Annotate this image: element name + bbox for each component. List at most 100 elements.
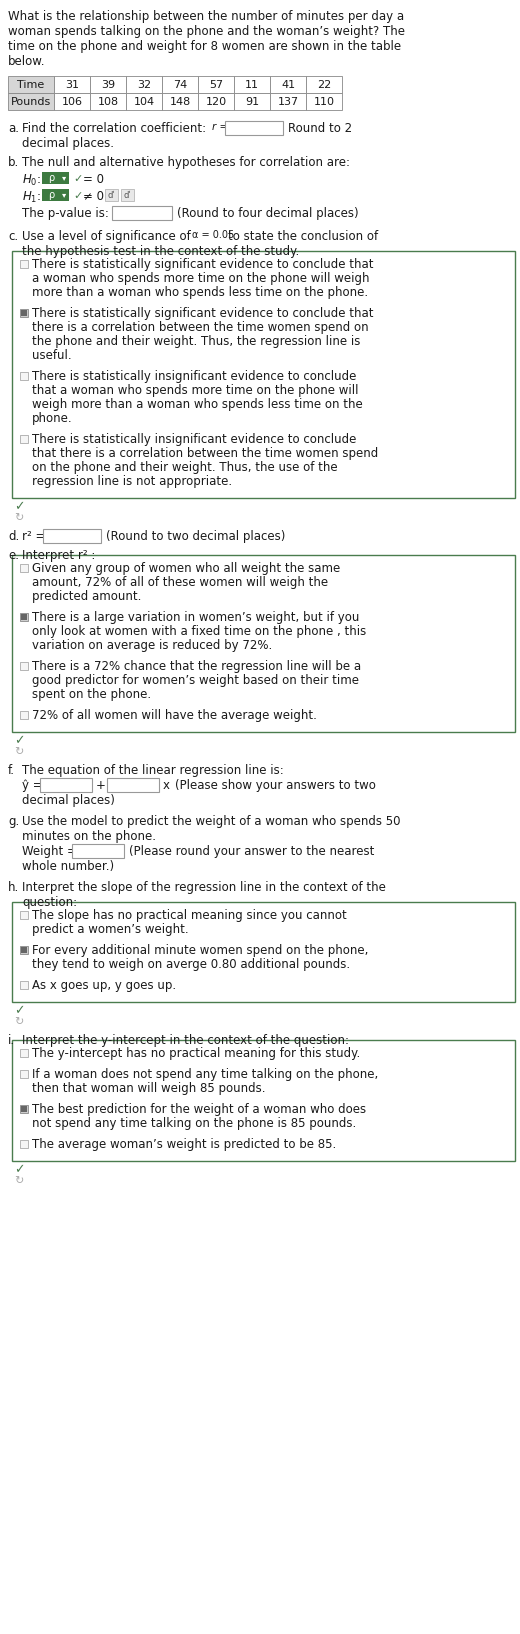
Text: 74: 74	[173, 80, 187, 90]
FancyBboxPatch shape	[270, 93, 306, 109]
Text: 108: 108	[97, 96, 119, 106]
FancyBboxPatch shape	[12, 902, 515, 1002]
Text: Interpret r² :: Interpret r² :	[22, 549, 95, 562]
Text: ✓: ✓	[73, 173, 82, 185]
FancyBboxPatch shape	[20, 662, 28, 670]
FancyBboxPatch shape	[20, 1070, 28, 1078]
Text: minutes on the phone.: minutes on the phone.	[22, 830, 156, 843]
Text: there is a correlation between the time women spend on: there is a correlation between the time …	[32, 320, 369, 333]
FancyBboxPatch shape	[12, 252, 515, 498]
Text: the hypothesis test in the context of the study.: the hypothesis test in the context of th…	[22, 245, 299, 258]
Text: dʹ: dʹ	[108, 191, 115, 199]
Text: 39: 39	[101, 80, 115, 90]
Text: r² =: r² =	[22, 529, 45, 542]
Text: Time: Time	[17, 80, 45, 90]
Text: below.: below.	[8, 56, 46, 69]
Text: The average woman’s weight is predicted to be 85.: The average woman’s weight is predicted …	[32, 1137, 336, 1150]
Text: Interpret the slope of the regression line in the context of the: Interpret the slope of the regression li…	[22, 881, 386, 894]
Text: 91: 91	[245, 96, 259, 106]
FancyBboxPatch shape	[234, 77, 270, 93]
Text: $H_0$:: $H_0$:	[22, 173, 41, 188]
Text: weigh more than a woman who spends less time on the: weigh more than a woman who spends less …	[32, 399, 363, 412]
Text: ▾: ▾	[62, 173, 66, 183]
Text: ✓: ✓	[14, 500, 24, 513]
Text: r =: r =	[212, 123, 228, 132]
FancyBboxPatch shape	[20, 711, 28, 719]
Text: they tend to weigh on averge 0.80 additional pounds.: they tend to weigh on averge 0.80 additi…	[32, 958, 350, 971]
Text: The null and alternative hypotheses for correlation are:: The null and alternative hypotheses for …	[22, 155, 350, 168]
FancyBboxPatch shape	[20, 1141, 28, 1149]
Text: (Round to four decimal places): (Round to four decimal places)	[177, 208, 359, 221]
Text: ✓: ✓	[14, 1163, 24, 1176]
FancyBboxPatch shape	[42, 190, 60, 201]
Text: amount, 72% of all of these women will weigh the: amount, 72% of all of these women will w…	[32, 577, 328, 588]
Text: spent on the phone.: spent on the phone.	[32, 688, 151, 701]
Text: only look at women with a fixed time on the phone , this: only look at women with a fixed time on …	[32, 624, 366, 637]
FancyBboxPatch shape	[60, 190, 69, 201]
FancyBboxPatch shape	[270, 77, 306, 93]
Text: useful.: useful.	[32, 350, 72, 363]
Text: (Please show your answers to two: (Please show your answers to two	[175, 779, 376, 792]
Text: c.: c.	[8, 230, 18, 243]
Text: 22: 22	[317, 80, 331, 90]
Text: (Round to two decimal places): (Round to two decimal places)	[106, 529, 285, 542]
Text: the phone and their weight. Thus, the regression line is: the phone and their weight. Thus, the re…	[32, 335, 360, 348]
Text: time on the phone and weight for 8 women are shown in the table: time on the phone and weight for 8 women…	[8, 39, 401, 52]
Text: that there is a correlation between the time women spend: that there is a correlation between the …	[32, 448, 378, 461]
Text: Weight =: Weight =	[22, 845, 77, 858]
Text: f.: f.	[8, 765, 15, 778]
Text: Use a level of significance of: Use a level of significance of	[22, 230, 191, 243]
FancyBboxPatch shape	[306, 77, 342, 93]
Text: 104: 104	[134, 96, 154, 106]
FancyBboxPatch shape	[20, 980, 28, 989]
FancyBboxPatch shape	[90, 93, 126, 109]
Text: = 0: = 0	[83, 173, 104, 186]
Text: more than a woman who spends less time on the phone.: more than a woman who spends less time o…	[32, 286, 368, 299]
Text: predicted amount.: predicted amount.	[32, 590, 141, 603]
Text: 148: 148	[170, 96, 191, 106]
Text: ▾: ▾	[62, 191, 66, 199]
Text: Round to 2: Round to 2	[288, 123, 352, 136]
Text: 120: 120	[205, 96, 227, 106]
Text: ŷ =: ŷ =	[22, 779, 43, 792]
FancyBboxPatch shape	[60, 172, 69, 185]
FancyBboxPatch shape	[12, 556, 515, 732]
FancyBboxPatch shape	[306, 93, 342, 109]
Text: a.: a.	[8, 123, 19, 136]
Text: The best prediction for the weight of a woman who does: The best prediction for the weight of a …	[32, 1103, 366, 1116]
FancyBboxPatch shape	[20, 309, 28, 317]
Text: h.: h.	[8, 881, 19, 894]
FancyBboxPatch shape	[20, 1105, 28, 1113]
FancyBboxPatch shape	[20, 564, 28, 572]
Text: There is a 72% chance that the regression line will be a: There is a 72% chance that the regressio…	[32, 660, 361, 673]
Text: 72% of all women will have the average weight.: 72% of all women will have the average w…	[32, 709, 317, 722]
FancyBboxPatch shape	[20, 1049, 28, 1057]
Text: 32: 32	[137, 80, 151, 90]
FancyBboxPatch shape	[198, 77, 234, 93]
FancyBboxPatch shape	[234, 93, 270, 109]
Text: that a woman who spends more time on the phone will: that a woman who spends more time on the…	[32, 384, 358, 397]
Text: There is statistically significant evidence to conclude that: There is statistically significant evide…	[32, 258, 373, 271]
Text: ρ: ρ	[48, 173, 54, 183]
Text: The equation of the linear regression line is:: The equation of the linear regression li…	[22, 765, 284, 778]
Text: +: +	[96, 779, 106, 792]
FancyBboxPatch shape	[121, 190, 134, 201]
Text: ρ: ρ	[48, 190, 54, 199]
FancyBboxPatch shape	[20, 373, 28, 381]
Text: There is statistically insignificant evidence to conclude: There is statistically insignificant evi…	[32, 369, 356, 382]
Text: For every additional minute women spend on the phone,: For every additional minute women spend …	[32, 944, 368, 958]
Text: Interpret the y-intercept in the context of the question:: Interpret the y-intercept in the context…	[22, 1034, 349, 1047]
Text: α = 0.05: α = 0.05	[192, 230, 234, 240]
Text: a woman who spends more time on the phone will weigh: a woman who spends more time on the phon…	[32, 271, 370, 284]
Text: predict a women’s weight.: predict a women’s weight.	[32, 923, 189, 936]
Text: The p-value is:: The p-value is:	[22, 208, 109, 221]
Text: As x goes up, y goes up.: As x goes up, y goes up.	[32, 979, 176, 992]
FancyBboxPatch shape	[8, 77, 54, 93]
FancyBboxPatch shape	[162, 77, 198, 93]
Text: What is the relationship between the number of minutes per day a: What is the relationship between the num…	[8, 10, 404, 23]
Text: Use the model to predict the weight of a woman who spends 50: Use the model to predict the weight of a…	[22, 815, 400, 828]
Text: good predictor for women’s weight based on their time: good predictor for women’s weight based …	[32, 673, 359, 686]
FancyBboxPatch shape	[105, 190, 118, 201]
Text: question:: question:	[22, 895, 77, 909]
Text: on the phone and their weight. Thus, the use of the: on the phone and their weight. Thus, the…	[32, 461, 337, 474]
